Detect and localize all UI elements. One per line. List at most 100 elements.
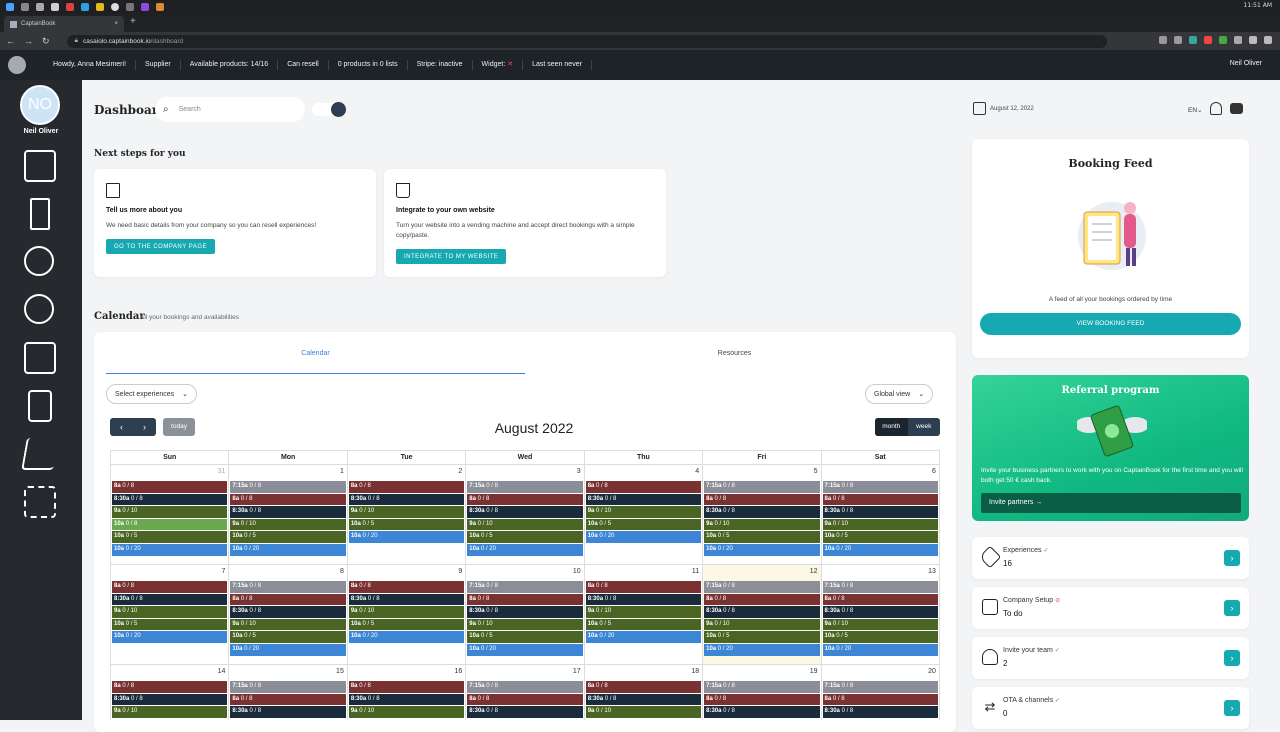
language-select[interactable]: EN⌄ bbox=[1188, 106, 1202, 114]
chevron-right-icon[interactable]: › bbox=[1224, 650, 1240, 666]
stat-company-setup[interactable]: Company Setup ⊘ To do › bbox=[972, 587, 1249, 629]
day-cell[interactable]: 13 7:15a 0 / 8 8a 0 / 8 8:30a 0 / 8 9a 0 / 1… bbox=[822, 565, 939, 664]
windows-start-icon[interactable] bbox=[6, 3, 14, 11]
integrate-website-button[interactable]: INTEGRATE TO MY WEBSITE bbox=[396, 249, 507, 264]
taskbar-app-icon[interactable] bbox=[126, 3, 134, 11]
select-experiences-dropdown[interactable]: Select experiences ⌄ bbox=[106, 384, 198, 404]
day-number[interactable]: 1 bbox=[339, 468, 344, 475]
day-number[interactable]: 18 bbox=[691, 668, 700, 675]
calendar-event[interactable]: 8:30a 0 / 8 bbox=[230, 506, 346, 518]
taskbar-app-icon[interactable] bbox=[156, 3, 164, 11]
week-view-button[interactable]: week bbox=[916, 423, 932, 430]
calendar-event[interactable]: 8a 0 / 8 bbox=[585, 681, 702, 693]
calendar-event[interactable]: 8a 0 / 8 bbox=[467, 693, 583, 706]
calendar-event[interactable]: 10a 0 / 5 bbox=[704, 631, 820, 643]
stat-invite-team[interactable]: Invite your team ✓ 2 › bbox=[972, 637, 1249, 679]
address-bar[interactable]: 🔒︎ casaiolo.captainbook.io/dashboard bbox=[66, 34, 1107, 48]
taskbar-app-icon[interactable] bbox=[51, 3, 59, 11]
month-view-button[interactable]: month bbox=[875, 418, 908, 436]
calendar-event[interactable]: 7:15a 0 / 8 bbox=[704, 681, 820, 693]
calendar-event[interactable]: 8a 0 / 8 bbox=[348, 681, 465, 693]
new-tab-icon[interactable]: + bbox=[130, 16, 136, 27]
day-cell[interactable]: 5 7:15a 0 / 8 8a 0 / 8 8:30a 0 / 8 9a 0 / 10… bbox=[703, 465, 822, 564]
day-number[interactable]: 10 bbox=[572, 568, 581, 575]
network-icon[interactable] bbox=[24, 246, 54, 276]
calendar-event[interactable]: 8:30a 0 / 8 bbox=[585, 593, 702, 606]
calendar-event[interactable]: 10a 0 / 20 bbox=[348, 631, 465, 643]
day-number[interactable]: 13 bbox=[928, 568, 936, 575]
calendar-event[interactable]: 8:30a 0 / 8 bbox=[467, 606, 583, 618]
calendar-event[interactable]: 9a 0 / 10 bbox=[348, 606, 465, 618]
calendar-event[interactable]: 9a 0 / 10 bbox=[585, 706, 702, 718]
calendar-event[interactable]: 10a 0 / 5 bbox=[348, 618, 465, 631]
day-cell[interactable]: 18 8a 0 / 8 8:30a 0 / 8 9a 0 / 10 bbox=[585, 665, 704, 720]
calendar-event[interactable]: 10a 0 / 20 bbox=[704, 643, 820, 656]
day-cell[interactable]: 2 8a 0 / 8 8:30a 0 / 8 9a 0 / 10 10a 0 / 5 10… bbox=[348, 465, 467, 564]
tab-calendar[interactable]: Calendar bbox=[106, 350, 525, 374]
calendar-event[interactable]: 10a 0 / 20 bbox=[585, 631, 702, 643]
day-number[interactable]: 20 bbox=[928, 668, 936, 675]
calendar-event[interactable]: 8:30a 0 / 8 bbox=[230, 706, 346, 718]
day-cell[interactable]: 15 7:15a 0 / 8 8a 0 / 8 8:30a 0 / 8 bbox=[229, 665, 348, 720]
calendar-event[interactable]: 10a 0 / 5 bbox=[230, 631, 346, 643]
browser-tab[interactable]: CaptainBook × bbox=[4, 16, 124, 32]
extension-icon[interactable] bbox=[1204, 36, 1212, 44]
calendar-event[interactable]: 8:30a 0 / 8 bbox=[585, 493, 702, 506]
calendar-event[interactable]: 8:30a 0 / 8 bbox=[822, 706, 938, 718]
chevron-right-icon[interactable]: › bbox=[1224, 600, 1240, 616]
search-input[interactable]: ⌕ Search bbox=[155, 97, 305, 122]
taskbar-app-icon[interactable] bbox=[141, 3, 149, 11]
day-cell[interactable]: 6 7:15a 0 / 8 8a 0 / 8 8:30a 0 / 8 9a 0 / 10… bbox=[822, 465, 939, 564]
calendar-event[interactable]: 9a 0 / 10 bbox=[112, 506, 228, 518]
calendar-event[interactable]: 8a 0 / 8 bbox=[822, 493, 938, 506]
calendar-event[interactable]: 9a 0 / 10 bbox=[230, 518, 346, 531]
share-icon[interactable] bbox=[1159, 36, 1167, 44]
bell-icon[interactable] bbox=[1210, 102, 1222, 115]
calendar-event[interactable]: 8a 0 / 8 bbox=[585, 481, 702, 493]
calendar-event[interactable]: 8a 0 / 8 bbox=[704, 693, 820, 706]
day-number[interactable]: 19 bbox=[809, 668, 818, 675]
calendar-event[interactable]: 8a 0 / 8 bbox=[704, 593, 820, 606]
calendar-event[interactable]: 7:15a 0 / 8 bbox=[467, 481, 583, 493]
extension-icon[interactable] bbox=[1189, 36, 1197, 44]
calendar-event[interactable]: 9a 0 / 10 bbox=[230, 618, 346, 631]
calendar-event[interactable]: 8a 0 / 8 bbox=[230, 693, 346, 706]
calendar-event[interactable]: 7:15a 0 / 8 bbox=[822, 681, 938, 693]
calendar-event[interactable]: 10a 0 / 5 bbox=[822, 631, 938, 643]
calendar-event[interactable]: 9a 0 / 10 bbox=[585, 506, 702, 518]
calendar-event[interactable]: 10a 0 / 20 bbox=[822, 643, 938, 656]
calendar-event[interactable]: 8:30a 0 / 8 bbox=[348, 693, 465, 706]
search-icon[interactable] bbox=[21, 3, 29, 11]
calendar-event[interactable]: 8a 0 / 8 bbox=[348, 581, 465, 593]
prev-month-icon[interactable]: ‹ bbox=[120, 422, 123, 432]
chrome-icon[interactable] bbox=[111, 3, 119, 11]
day-cell[interactable]: 12 7:15a 0 / 8 8a 0 / 8 8:30a 0 / 8 9a 0 / 1… bbox=[703, 565, 822, 664]
day-cell[interactable]: 8 7:15a 0 / 8 8a 0 / 8 8:30a 0 / 8 9a 0 / 10… bbox=[229, 565, 348, 664]
calendar-event[interactable]: 9a 0 / 10 bbox=[467, 618, 583, 631]
calendar-event[interactable]: 8a 0 / 8 bbox=[467, 593, 583, 606]
today-button[interactable]: today bbox=[163, 418, 195, 436]
company-page-button[interactable]: GO TO THE COMPANY PAGE bbox=[106, 239, 216, 254]
calendar-event[interactable]: 8:30a 0 / 8 bbox=[467, 706, 583, 718]
view-booking-feed-button[interactable]: VIEW BOOKING FEED bbox=[980, 313, 1241, 335]
calendar-event[interactable]: 9a 0 / 10 bbox=[112, 706, 228, 718]
calendar-event[interactable]: 9a 0 / 10 bbox=[112, 606, 228, 618]
calendar-event[interactable]: 10a 0 / 5 bbox=[585, 618, 702, 631]
calendar-event[interactable]: 10a 0 / 5 bbox=[467, 631, 583, 643]
day-number[interactable]: 7 bbox=[221, 568, 226, 575]
calendar-event[interactable]: 8:30a 0 / 8 bbox=[822, 606, 938, 618]
day-number[interactable]: 8 bbox=[339, 568, 344, 575]
calendar-event[interactable]: 7:15a 0 / 8 bbox=[230, 481, 346, 493]
calendar-event[interactable]: 8:30a 0 / 8 bbox=[348, 493, 465, 506]
stat-experiences[interactable]: Experiences ✓ 16 › bbox=[972, 537, 1249, 579]
admin-greeting[interactable]: Howdy, Anna Mesimeri! bbox=[44, 60, 137, 70]
calendar-event[interactable]: 10a 0 / 20 bbox=[230, 543, 346, 556]
calendar-event[interactable]: 8a 0 / 8 bbox=[230, 593, 346, 606]
calendar-event[interactable]: 9a 0 / 10 bbox=[704, 518, 820, 531]
calendar-event[interactable]: 9a 0 / 10 bbox=[467, 518, 583, 531]
calendar-event[interactable]: 10a 0 / 5 bbox=[704, 531, 820, 543]
calendar-event[interactable]: 8:30a 0 / 8 bbox=[112, 593, 228, 606]
day-cell[interactable]: 10 7:15a 0 / 8 8a 0 / 8 8:30a 0 / 8 9a 0 / 1… bbox=[466, 565, 585, 664]
back-icon[interactable]: ← bbox=[6, 36, 15, 46]
